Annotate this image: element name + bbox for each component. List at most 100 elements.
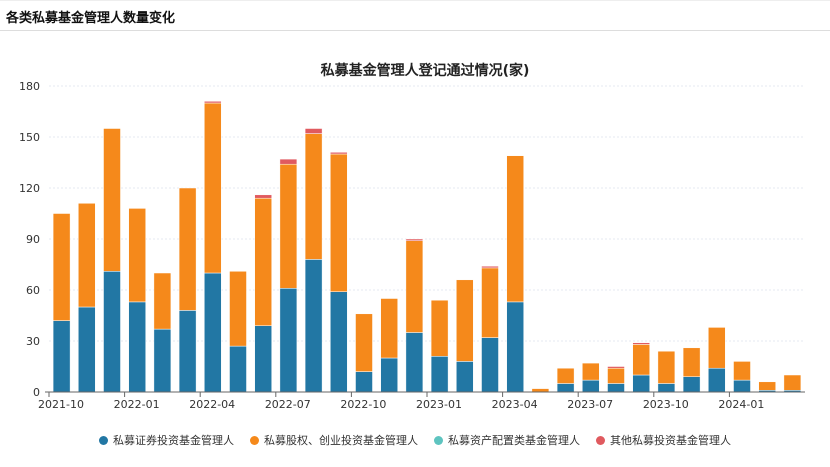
- bar-segment[interactable]: [153, 328, 172, 393]
- bar-segment[interactable]: [52, 213, 71, 321]
- x-tick-label: 2022-07: [265, 398, 311, 411]
- x-tick-label: 2022-04: [189, 398, 235, 411]
- bar-segment[interactable]: [229, 345, 247, 393]
- bar-segment[interactable]: [632, 344, 650, 376]
- bar-segment[interactable]: [254, 325, 272, 393]
- x-tick-label: 2023-10: [643, 398, 689, 411]
- bar-segment[interactable]: [708, 327, 726, 369]
- y-tick-label: 30: [26, 335, 40, 348]
- bar-segment[interactable]: [103, 271, 121, 393]
- y-tick-label: 0: [33, 386, 40, 399]
- chart-title: 私募基金管理人登记通过情况(家): [321, 62, 530, 79]
- bar-segment[interactable]: [430, 299, 449, 357]
- legend-dot-icon: [596, 435, 605, 445]
- legend-dot-icon: [250, 435, 259, 445]
- bar-segment[interactable]: [506, 155, 524, 303]
- bar-segment[interactable]: [456, 361, 474, 393]
- x-tick-label: 2023-07: [567, 398, 613, 411]
- legend: 私募证券投资基金管理人 私募股权、创业投资基金管理人 私募资产配置类基金管理人 其他私…: [0, 432, 830, 448]
- bar-segment[interactable]: [607, 367, 625, 384]
- bar-segment[interactable]: [355, 371, 373, 393]
- legend-label: 私募资产配置类基金管理人: [448, 434, 580, 447]
- bar-segment[interactable]: [204, 272, 222, 393]
- legend-item[interactable]: 其他私募投资基金管理人: [596, 432, 731, 448]
- bar-segment[interactable]: [783, 374, 802, 391]
- legend-item[interactable]: 私募股权、创业投资基金管理人: [250, 432, 418, 448]
- bar-segment[interactable]: [506, 301, 524, 393]
- bar-segment[interactable]: [254, 194, 272, 199]
- bar-segment[interactable]: [481, 267, 499, 338]
- bar-segment[interactable]: [78, 203, 96, 308]
- bar-segment[interactable]: [355, 313, 373, 372]
- bar-segment[interactable]: [682, 376, 701, 393]
- bar-segment[interactable]: [304, 133, 323, 260]
- bar-segment[interactable]: [607, 383, 625, 393]
- panel-title: 各类私募基金管理人数量变化: [6, 11, 176, 26]
- bar-segment[interactable]: [430, 356, 449, 393]
- bar-segment[interactable]: [178, 187, 197, 311]
- bar-segment[interactable]: [733, 361, 751, 381]
- bar-segment[interactable]: [153, 272, 172, 330]
- bar-segment[interactable]: [204, 101, 222, 104]
- legend-dot-icon: [434, 435, 443, 445]
- bar-segment[interactable]: [279, 163, 298, 289]
- bar-segment[interactable]: [632, 374, 650, 393]
- bar-segment[interactable]: [632, 342, 650, 345]
- bar-segment[interactable]: [128, 301, 146, 393]
- bar-segment[interactable]: [405, 240, 424, 333]
- y-tick-label: 150: [19, 131, 40, 144]
- bar-segment[interactable]: [733, 379, 751, 393]
- x-tick-label: 2023-04: [492, 398, 538, 411]
- bar-segment[interactable]: [657, 383, 676, 393]
- bar-segment[interactable]: [78, 306, 96, 393]
- x-tick-label: 2023-01: [416, 398, 462, 411]
- bar-segment[interactable]: [304, 259, 323, 393]
- x-tick-label: 2022-01: [114, 398, 160, 411]
- bar-segment[interactable]: [380, 298, 398, 359]
- bar-segment[interactable]: [582, 379, 600, 393]
- x-tick-label: 2024-01: [718, 398, 764, 411]
- panel-header: 各类私募基金管理人数量变化: [0, 0, 830, 31]
- bar-segment[interactable]: [52, 320, 71, 393]
- bar-segment[interactable]: [657, 350, 676, 384]
- legend-label: 其他私募投资基金管理人: [610, 434, 731, 447]
- bar-segment[interactable]: [556, 367, 575, 384]
- legend-label: 私募股权、创业投资基金管理人: [264, 434, 418, 447]
- bar-segment[interactable]: [531, 388, 550, 393]
- bar-segment[interactable]: [380, 357, 398, 393]
- bar-segment[interactable]: [405, 332, 424, 393]
- bar-segment[interactable]: [481, 337, 499, 393]
- bar-segment[interactable]: [607, 366, 625, 369]
- bar-segment[interactable]: [178, 310, 197, 393]
- bar-segment[interactable]: [330, 153, 348, 292]
- y-tick-label: 120: [19, 182, 40, 195]
- bar-segment[interactable]: [758, 381, 776, 391]
- bar-segment[interactable]: [481, 265, 499, 269]
- bar-segment[interactable]: [304, 128, 323, 134]
- bar-segment[interactable]: [103, 128, 121, 272]
- legend-item[interactable]: 私募资产配置类基金管理人: [434, 432, 580, 448]
- bar-segment[interactable]: [128, 208, 146, 303]
- legend-item[interactable]: 私募证券投资基金管理人: [99, 432, 234, 448]
- y-tick-label: 90: [26, 233, 40, 246]
- bar-segment[interactable]: [682, 347, 701, 377]
- y-tick-label: 180: [19, 80, 40, 93]
- bar-segment[interactable]: [556, 383, 575, 393]
- bar-segment[interactable]: [229, 271, 247, 347]
- legend-dot-icon: [99, 435, 108, 445]
- bar-segment[interactable]: [708, 367, 726, 393]
- legend-label: 私募证券投资基金管理人: [113, 434, 234, 447]
- bar-segment[interactable]: [279, 158, 298, 165]
- x-tick-label: 2022-10: [340, 398, 386, 411]
- bar-segment[interactable]: [204, 102, 222, 274]
- bar-segment[interactable]: [279, 288, 298, 393]
- bar-segment[interactable]: [330, 152, 348, 155]
- bar-segment[interactable]: [405, 238, 424, 241]
- bar-segment[interactable]: [330, 291, 348, 393]
- x-tick-label: 2021-10: [38, 398, 84, 411]
- bar-segment[interactable]: [456, 279, 474, 362]
- bar-segment[interactable]: [582, 362, 600, 381]
- bar-segment[interactable]: [254, 197, 272, 326]
- y-tick-label: 60: [26, 284, 40, 297]
